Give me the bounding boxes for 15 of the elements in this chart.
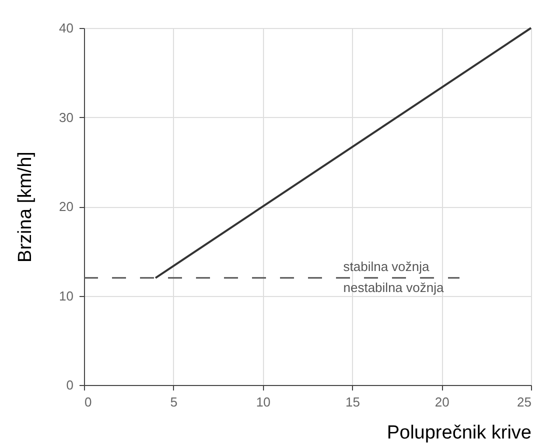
x-tick-label: 5: [170, 394, 178, 410]
x-axis-title: Poluprečnik krive: [386, 422, 532, 444]
y-tick-label: 30: [59, 110, 74, 125]
y-tick-label: 20: [59, 199, 74, 214]
y-tick-label: 10: [59, 288, 74, 304]
annotation: nestabilna vožnja: [343, 280, 444, 295]
x-tick-label: 25: [517, 394, 532, 410]
x-tick-label: 0: [84, 394, 92, 410]
x-tick-label: 20: [434, 394, 450, 410]
x-tick-label: 10: [256, 394, 271, 410]
y-tick-label: 40: [59, 20, 74, 36]
x-tick-label: 15: [345, 394, 360, 410]
annotation: stabilna vožnja: [343, 258, 430, 274]
y-tick-label: 0: [66, 378, 74, 392]
y-axis-title: Brzina [km/h]: [15, 152, 36, 262]
